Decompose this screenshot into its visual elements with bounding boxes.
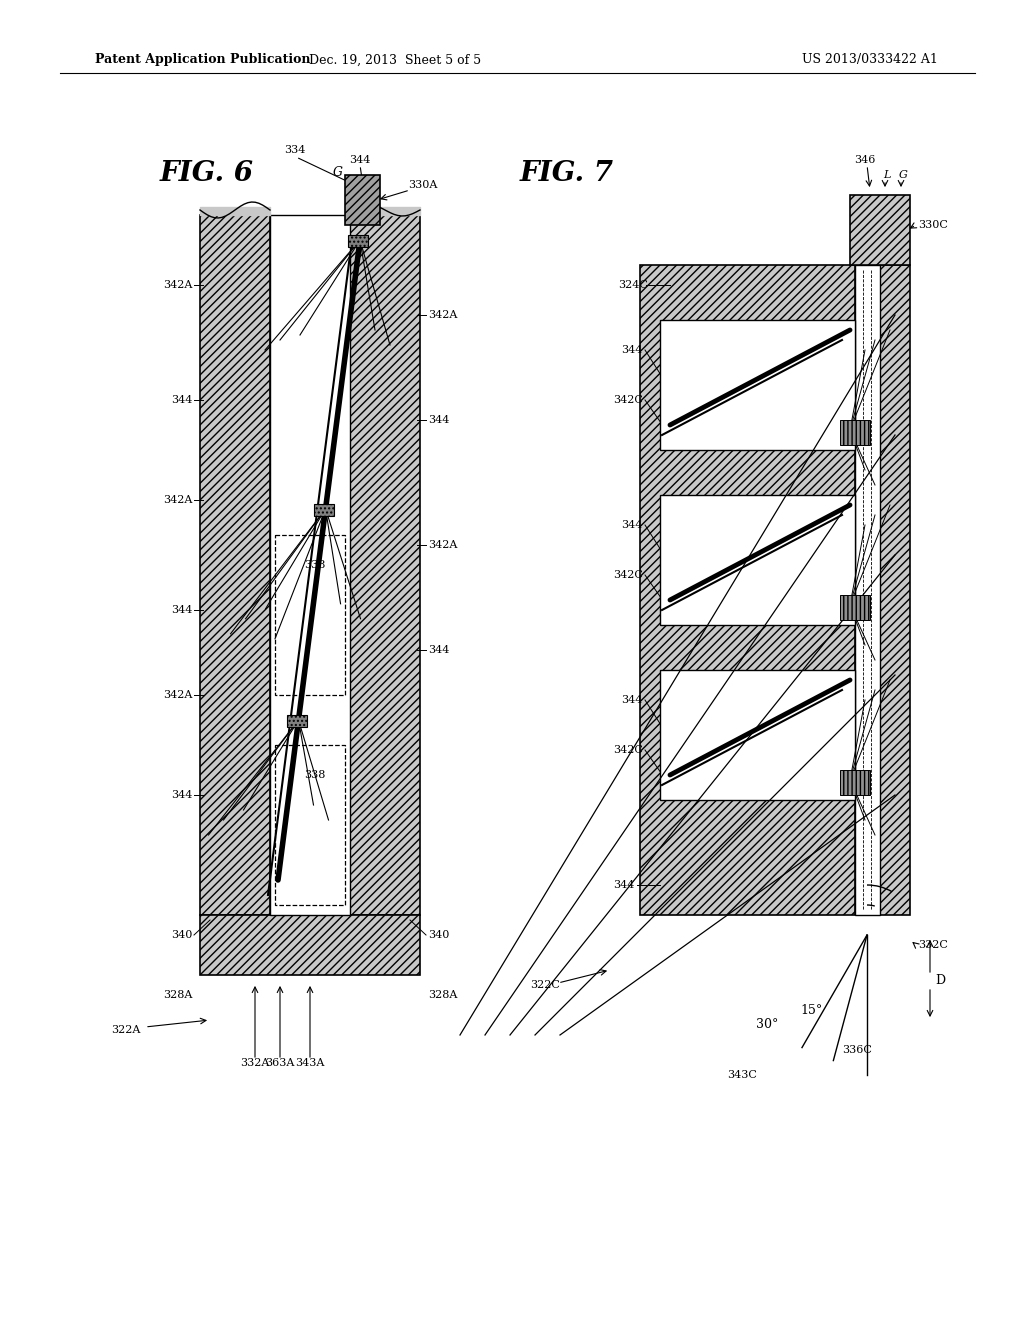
Text: 346: 346 bbox=[854, 154, 876, 165]
Bar bbox=[275, 744, 345, 906]
Text: 344: 344 bbox=[428, 645, 450, 655]
Text: FIG. 7: FIG. 7 bbox=[520, 160, 614, 187]
Text: 344: 344 bbox=[613, 880, 635, 890]
Text: US 2013/0333422 A1: US 2013/0333422 A1 bbox=[802, 54, 938, 66]
Text: G: G bbox=[333, 166, 343, 180]
Text: 342A: 342A bbox=[163, 495, 193, 506]
Bar bbox=[350, 215, 420, 915]
Text: 344: 344 bbox=[171, 395, 193, 405]
Bar bbox=[270, 215, 350, 915]
Text: 332C: 332C bbox=[918, 940, 948, 950]
Bar bbox=[840, 595, 870, 620]
Text: 340: 340 bbox=[428, 931, 450, 940]
Bar bbox=[313, 504, 334, 516]
Bar bbox=[275, 535, 345, 696]
Text: 15°: 15° bbox=[801, 1003, 823, 1016]
Bar bbox=[660, 495, 855, 624]
Text: 334: 334 bbox=[285, 145, 306, 154]
Bar bbox=[640, 265, 855, 915]
Text: 342A: 342A bbox=[163, 280, 193, 290]
Text: 322C: 322C bbox=[530, 979, 560, 990]
Text: 363A: 363A bbox=[265, 1059, 295, 1068]
Text: 332A: 332A bbox=[241, 1059, 269, 1068]
Text: 344: 344 bbox=[622, 696, 643, 705]
Bar bbox=[348, 235, 368, 247]
Text: 344: 344 bbox=[622, 520, 643, 531]
Text: Dec. 19, 2013  Sheet 5 of 5: Dec. 19, 2013 Sheet 5 of 5 bbox=[309, 54, 481, 66]
Text: 338: 338 bbox=[304, 560, 326, 570]
Text: 344: 344 bbox=[171, 605, 193, 615]
Text: 330A: 330A bbox=[408, 180, 437, 190]
Text: 324C: 324C bbox=[618, 280, 648, 290]
Text: 342C: 342C bbox=[613, 570, 643, 579]
Text: FIG. 6: FIG. 6 bbox=[160, 160, 254, 187]
Bar bbox=[880, 265, 910, 915]
Text: 338: 338 bbox=[304, 770, 326, 780]
Bar bbox=[200, 915, 420, 975]
Text: 342A: 342A bbox=[428, 540, 458, 550]
Bar bbox=[287, 715, 306, 727]
Text: D: D bbox=[935, 974, 945, 986]
Text: 30°: 30° bbox=[756, 1019, 778, 1031]
Text: 328A: 328A bbox=[163, 990, 193, 1001]
Text: 340: 340 bbox=[171, 931, 193, 940]
Text: 342A: 342A bbox=[428, 310, 458, 319]
Text: 344: 344 bbox=[171, 789, 193, 800]
Text: L: L bbox=[884, 170, 891, 180]
Text: 343C: 343C bbox=[727, 1071, 757, 1080]
Text: 322A: 322A bbox=[111, 1026, 140, 1035]
Text: Patent Application Publication: Patent Application Publication bbox=[95, 54, 310, 66]
Bar bbox=[660, 319, 855, 450]
Text: G: G bbox=[899, 170, 907, 180]
Bar bbox=[840, 420, 870, 445]
Bar bbox=[850, 195, 910, 265]
Text: 344: 344 bbox=[349, 154, 371, 165]
Bar bbox=[840, 770, 870, 795]
Text: 344: 344 bbox=[622, 345, 643, 355]
Text: 343A: 343A bbox=[295, 1059, 325, 1068]
Text: 330C: 330C bbox=[918, 220, 948, 230]
Bar bbox=[345, 176, 380, 224]
Text: 342C: 342C bbox=[613, 395, 643, 405]
Bar bbox=[200, 215, 270, 915]
Text: 328A: 328A bbox=[428, 990, 458, 1001]
Text: 344: 344 bbox=[428, 414, 450, 425]
Text: 336C: 336C bbox=[842, 1045, 871, 1055]
Bar bbox=[855, 265, 880, 915]
Text: 342A: 342A bbox=[163, 690, 193, 700]
Bar bbox=[660, 671, 855, 800]
Text: 342C: 342C bbox=[613, 744, 643, 755]
